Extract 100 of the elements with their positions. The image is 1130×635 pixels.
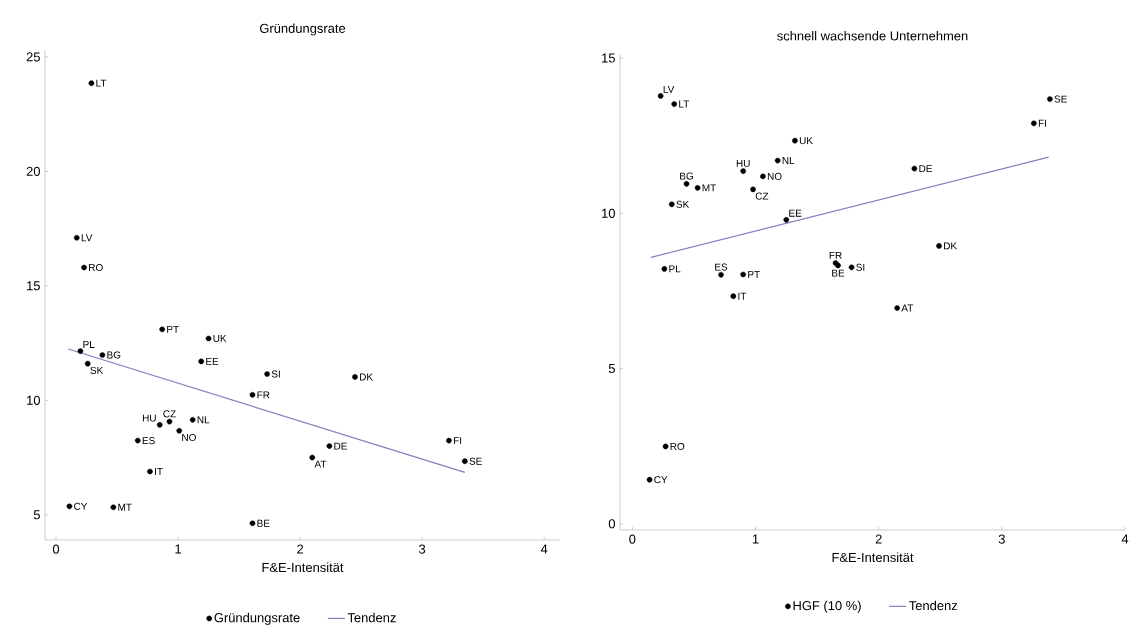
data-label: DE [919, 165, 932, 173]
data-label: MT [118, 503, 132, 511]
data-label: AT [314, 460, 327, 468]
point [760, 173, 766, 180]
point [309, 454, 316, 461]
point [249, 392, 256, 398]
point [99, 352, 106, 358]
data-label: HU [736, 159, 750, 167]
point [205, 335, 212, 342]
x-tick-label: 3 [998, 534, 1005, 544]
data-label: ES [715, 263, 728, 271]
data-label: EE [789, 209, 802, 217]
data-label: BG [680, 172, 693, 180]
data-label: SE [469, 457, 482, 465]
point [198, 358, 205, 365]
data-label: CY [654, 476, 668, 484]
x-tick-label: 3 [419, 544, 426, 554]
point [792, 137, 798, 144]
point [894, 305, 900, 311]
point [671, 101, 678, 107]
x-axis-title: F&E-Intensität [262, 562, 344, 573]
y-tick-label: 15 [27, 281, 40, 291]
data-label: NL [197, 416, 210, 424]
point [683, 181, 690, 187]
point [774, 157, 781, 164]
point [730, 293, 737, 300]
data-label: SK [676, 200, 690, 208]
data-label: SE [1054, 95, 1067, 103]
x-tick-label: 0 [52, 544, 60, 554]
point [936, 243, 942, 249]
data-label: HU [142, 414, 156, 422]
data-label: FR [257, 391, 270, 399]
data-label: RO [89, 263, 103, 272]
data-label: PL [669, 265, 681, 273]
point [661, 266, 668, 272]
data-label: LV [81, 234, 93, 242]
point [646, 476, 653, 483]
point [740, 271, 746, 278]
point [694, 185, 701, 191]
point [176, 427, 183, 434]
data-label: IT [738, 292, 747, 300]
point [166, 418, 173, 425]
point [66, 503, 73, 510]
y-tick-label: 10 [27, 395, 40, 405]
legend-label: HGF (10 %) [793, 600, 861, 613]
data-label: BE [257, 519, 270, 527]
y-tick-label: 5 [33, 510, 40, 520]
point [662, 443, 669, 450]
x-tick-label: 4 [540, 544, 548, 554]
data-label: UK [213, 335, 227, 342]
chart-title: schnell wachsende Unternehmen [777, 30, 968, 41]
point [134, 437, 141, 444]
point [848, 264, 855, 271]
data-label: SK [90, 366, 104, 374]
x-tick-label: 1 [175, 544, 182, 554]
x-tick-label: 2 [297, 544, 304, 554]
data-label: FI [453, 437, 462, 445]
data-label: MT [702, 184, 716, 192]
data-label: NO [767, 172, 782, 180]
data-label: PT [167, 325, 179, 333]
data-label: IT [155, 468, 163, 475]
legend-label: Gründungsrate [214, 612, 300, 625]
data-label: BG [107, 351, 121, 359]
y-tick-label: 10 [602, 208, 615, 218]
point [326, 443, 333, 449]
point [189, 416, 196, 423]
point [73, 234, 80, 241]
data-label: LV [663, 85, 675, 93]
data-label: SI [271, 370, 280, 378]
point [147, 468, 153, 475]
point [249, 520, 256, 527]
point [88, 80, 95, 86]
x-tick-label: 1 [752, 534, 759, 544]
point [783, 217, 790, 223]
data-label: LT [679, 100, 690, 108]
point [668, 201, 675, 208]
point [1031, 120, 1037, 127]
data-label: ES [142, 437, 155, 445]
point [159, 326, 165, 333]
data-label: BE [832, 269, 845, 277]
chart-title: Gründungsrate [259, 23, 346, 36]
data-label: EE [206, 357, 219, 365]
data-label: LT [96, 79, 107, 87]
point [911, 165, 918, 172]
point [77, 348, 84, 354]
point [750, 186, 756, 193]
point [462, 458, 468, 465]
point [156, 422, 163, 428]
x-tick-label: 4 [1121, 534, 1129, 544]
y-tick-label: 25 [26, 52, 40, 62]
data-label: FR [829, 251, 842, 259]
data-label: DK [360, 373, 373, 381]
y-tick-label: 20 [26, 166, 40, 176]
data-label: PL [83, 341, 95, 348]
point [740, 168, 746, 174]
data-label: AT [901, 304, 914, 312]
data-label: DK [944, 242, 957, 250]
point [657, 93, 664, 99]
y-tick-label: 15 [602, 53, 615, 63]
data-label: RO [670, 442, 685, 450]
